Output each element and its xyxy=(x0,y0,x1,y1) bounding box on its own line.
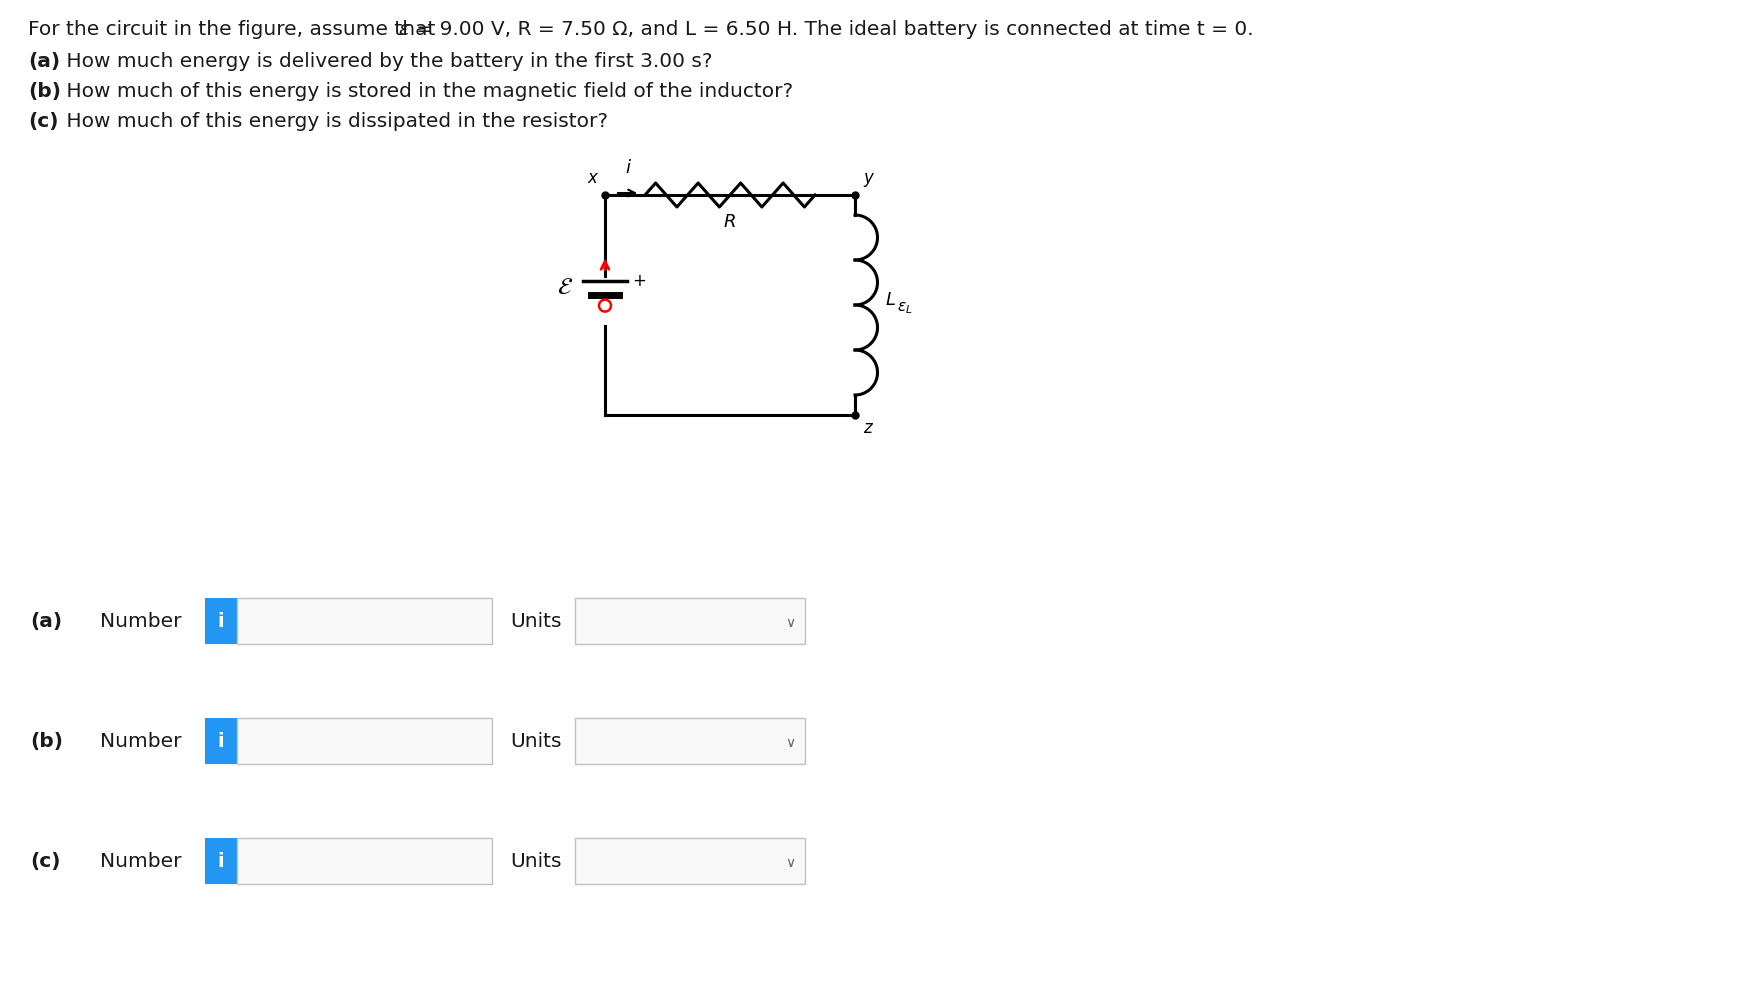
Text: How much of this energy is stored in the magnetic field of the inductor?: How much of this energy is stored in the… xyxy=(59,82,793,100)
Text: z: z xyxy=(863,419,872,437)
Text: $\mathcal{E}$: $\mathcal{E}$ xyxy=(556,274,573,298)
FancyBboxPatch shape xyxy=(575,598,805,644)
Text: (c): (c) xyxy=(30,851,61,870)
Text: How much energy is delivered by the battery in the first 3.00 s?: How much energy is delivered by the batt… xyxy=(59,52,713,71)
Text: For the circuit in the figure, assume that: For the circuit in the figure, assume th… xyxy=(28,20,441,39)
Text: y: y xyxy=(863,169,873,187)
Text: $\varepsilon_L$: $\varepsilon_L$ xyxy=(898,300,913,316)
Text: i: i xyxy=(218,611,225,630)
Text: Number: Number xyxy=(99,611,181,630)
Text: i: i xyxy=(218,732,225,751)
Text: (a): (a) xyxy=(28,52,59,71)
Text: Number: Number xyxy=(99,851,181,870)
FancyBboxPatch shape xyxy=(206,598,237,644)
Text: +: + xyxy=(633,271,647,289)
Text: (a): (a) xyxy=(30,611,63,630)
Text: Number: Number xyxy=(99,732,181,751)
Text: Units: Units xyxy=(511,732,561,751)
Text: = 9.00 V, R = 7.50 Ω, and L = 6.50 H. The ideal battery is connected at time t =: = 9.00 V, R = 7.50 Ω, and L = 6.50 H. Th… xyxy=(410,20,1253,39)
Text: (b): (b) xyxy=(28,82,61,100)
FancyBboxPatch shape xyxy=(575,838,805,884)
Text: Units: Units xyxy=(511,851,561,870)
FancyBboxPatch shape xyxy=(237,838,492,884)
FancyBboxPatch shape xyxy=(206,838,237,884)
FancyBboxPatch shape xyxy=(237,598,492,644)
Text: ∨: ∨ xyxy=(784,736,795,750)
Text: R: R xyxy=(723,213,736,231)
FancyBboxPatch shape xyxy=(575,718,805,764)
Text: Units: Units xyxy=(511,611,561,630)
Text: L: L xyxy=(885,291,896,309)
Text: x: x xyxy=(587,169,598,187)
Text: i: i xyxy=(218,851,225,870)
Text: (b): (b) xyxy=(30,732,63,751)
FancyBboxPatch shape xyxy=(206,718,237,764)
Text: How much of this energy is dissipated in the resistor?: How much of this energy is dissipated in… xyxy=(59,112,608,131)
Text: (c): (c) xyxy=(28,112,59,131)
Text: ∨: ∨ xyxy=(784,856,795,870)
FancyBboxPatch shape xyxy=(237,718,492,764)
Text: ∨: ∨ xyxy=(784,616,795,630)
Text: ε: ε xyxy=(397,20,410,39)
Text: i: i xyxy=(626,159,629,177)
